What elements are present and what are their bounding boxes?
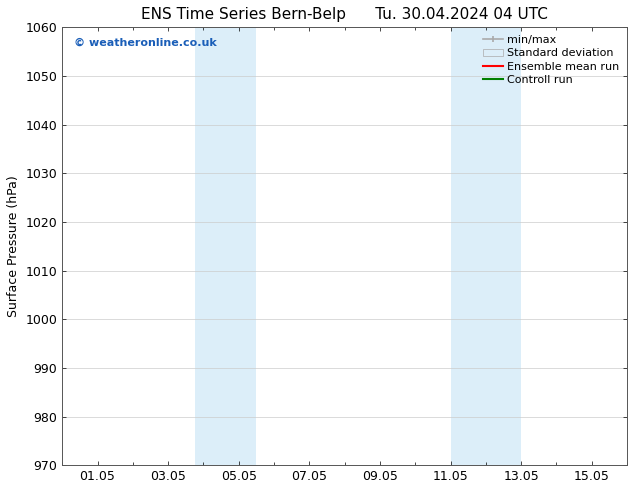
Text: © weatheronline.co.uk: © weatheronline.co.uk [74, 38, 216, 48]
Bar [195, 27, 256, 465]
Title: ENS Time Series Bern-Belp      Tu. 30.04.2024 04 UTC: ENS Time Series Bern-Belp Tu. 30.04.2024… [141, 7, 548, 22]
Legend: min/max, Standard deviation, Ensemble mean run, Controll run: min/max, Standard deviation, Ensemble me… [481, 33, 621, 87]
Bar [451, 27, 521, 465]
Y-axis label: Surface Pressure (hPa): Surface Pressure (hPa) [7, 175, 20, 317]
